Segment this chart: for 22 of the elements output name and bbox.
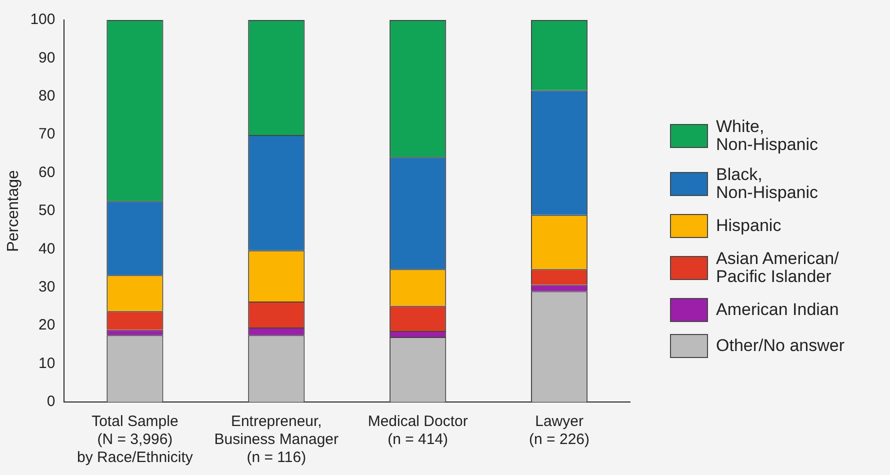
legend-label: Asian American/ Pacific Islander [716,248,839,286]
y-tick-label: 100 [30,11,56,28]
y-tick-label: 10 [38,354,56,372]
y-tick-label: 70 [38,126,56,143]
legend-label: Hispanic [716,216,782,234]
y-tick-label: 20 [38,316,56,334]
y-tick-label: 50 [38,202,56,220]
y-tick-label: 30 [38,278,56,296]
x-tick-label: Medical Doctor (n = 414) [368,413,468,448]
y-tick-label: 80 [38,88,56,105]
legend-label: Black, Non-Hispanic [716,164,818,202]
y-tick-label: 60 [38,164,56,181]
y-tick-label: 90 [38,49,56,66]
y-axis-title: Percentage [5,170,22,252]
legend-label: American Indian [716,300,839,318]
legend-label: Other/No answer [716,336,844,354]
x-tick-label: Entrepreneur, Business Manager (n = 116) [214,413,339,466]
y-tick-label: 40 [38,240,56,258]
legend-label: White, Non-Hispanic [716,116,818,154]
x-tick-label: Lawyer (n = 226) [529,413,590,448]
y-tick-label: 0 [46,393,56,410]
x-tick-label: Total Sample (N = 3,996) by Race/Ethnicity [77,413,194,466]
